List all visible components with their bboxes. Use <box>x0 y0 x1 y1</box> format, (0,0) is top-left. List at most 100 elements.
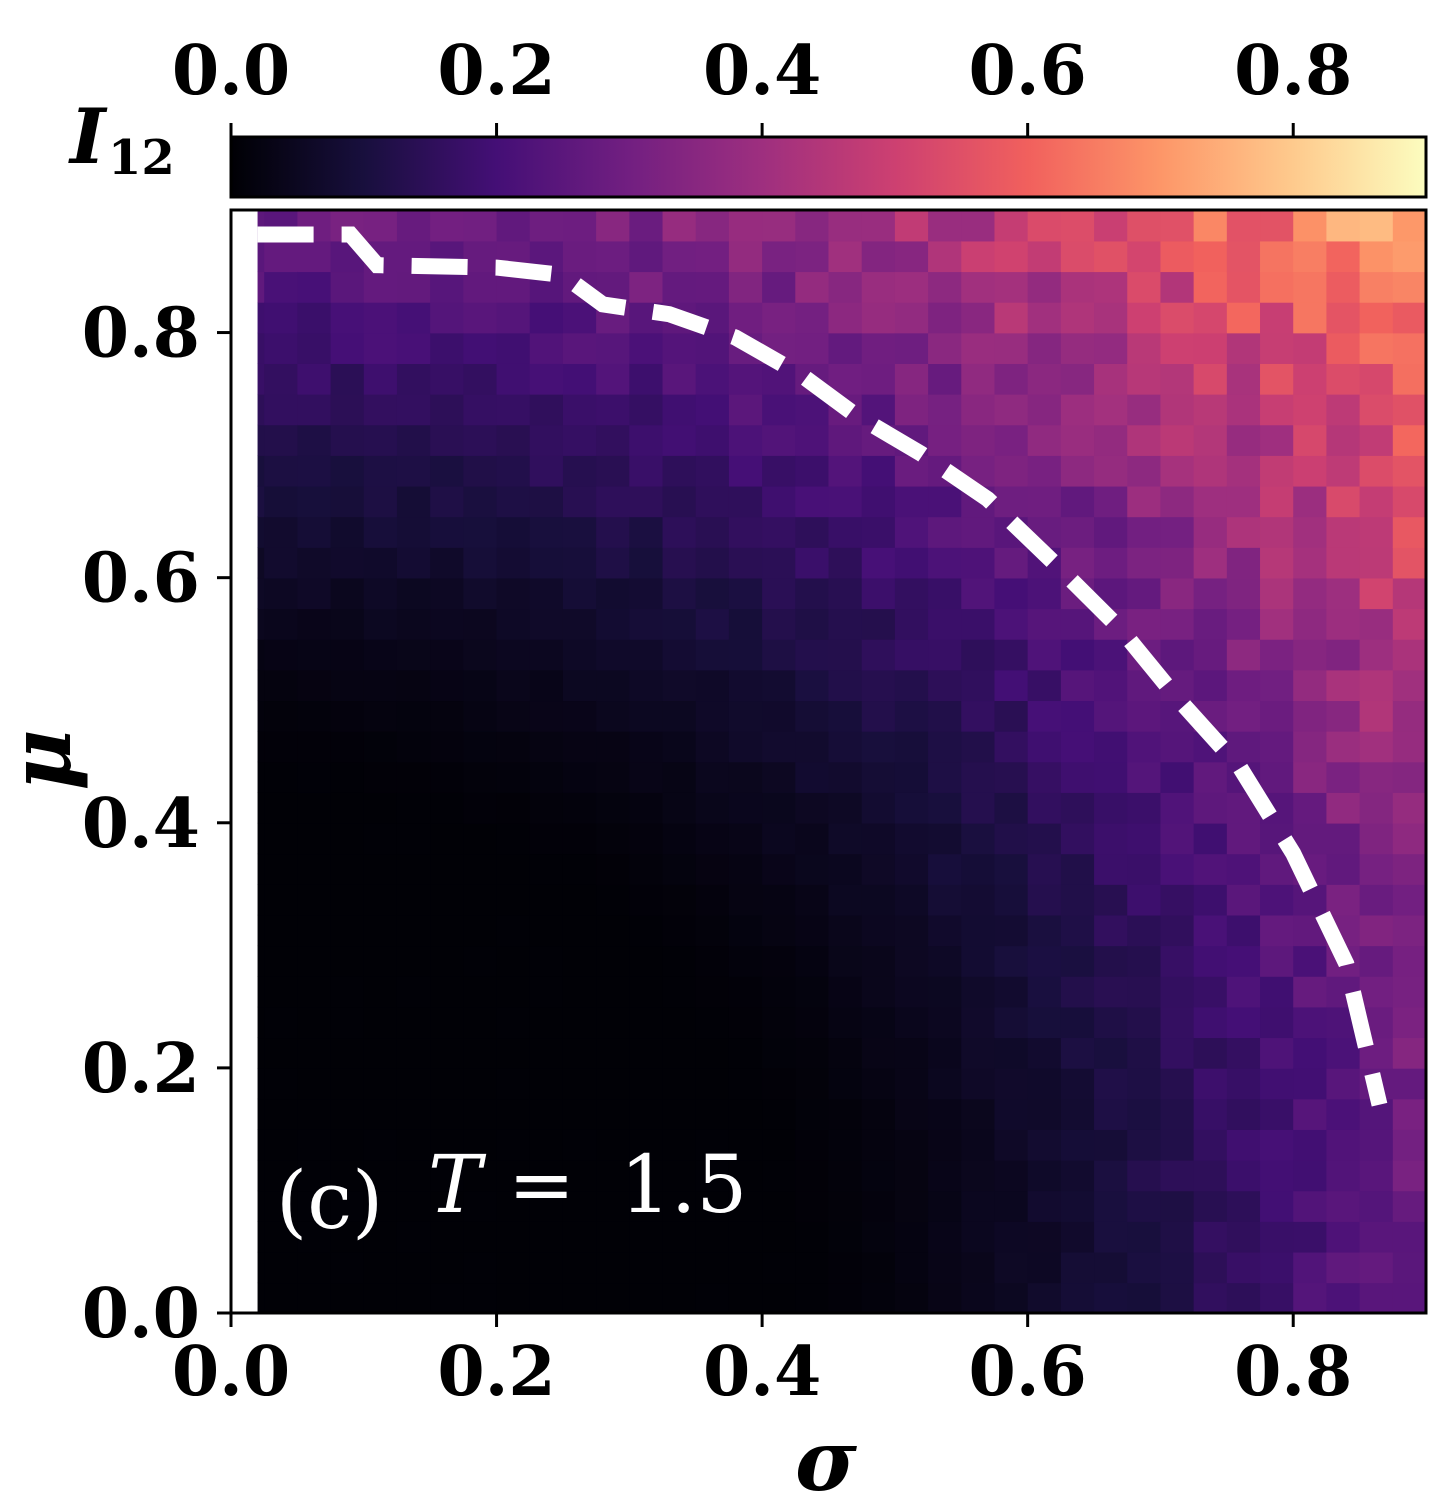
heatmap-cell <box>264 332 299 364</box>
heatmap-cell <box>1359 547 1394 579</box>
heatmap-cell <box>662 1221 697 1253</box>
heatmap-cell <box>1326 547 1361 579</box>
heatmap-cell <box>1160 1221 1195 1253</box>
heatmap-cell <box>430 730 465 763</box>
heatmap-cell <box>795 700 830 732</box>
heatmap-cell <box>1359 301 1394 334</box>
heatmap-cell <box>762 240 797 273</box>
heatmap-cell <box>894 485 929 518</box>
heatmap-cell <box>1326 485 1361 518</box>
heatmap-cell <box>1193 547 1228 579</box>
heatmap-cell <box>1226 485 1261 518</box>
heatmap-cell <box>430 271 465 303</box>
heatmap-cell <box>861 1129 896 1161</box>
heatmap-cell <box>762 761 797 793</box>
heatmap-cell <box>762 975 797 1008</box>
heatmap-cell <box>463 608 498 640</box>
heatmap-cell <box>695 669 730 702</box>
heatmap-cell <box>861 853 896 885</box>
heatmap-cell <box>363 271 398 303</box>
heatmap-cell <box>928 822 963 855</box>
heatmap-cell <box>363 669 398 702</box>
heatmap-cell <box>529 975 564 1008</box>
heatmap-cell <box>1027 363 1062 395</box>
heatmap-cell <box>762 485 797 518</box>
heatmap-cell <box>861 1098 896 1130</box>
heatmap-cell <box>363 393 398 426</box>
heatmap-cell <box>1094 1098 1129 1130</box>
heatmap-cell <box>662 792 697 824</box>
heatmap-cell <box>1060 1159 1095 1192</box>
heatmap-cell <box>629 822 664 855</box>
heatmap-cell <box>1160 1159 1195 1192</box>
heatmap-cell <box>828 761 863 793</box>
heatmap-cell <box>257 1006 265 1039</box>
heatmap-cell <box>961 363 996 395</box>
heatmap-cell <box>828 1037 863 1069</box>
heatmap-cell <box>297 1098 332 1130</box>
heatmap-cell <box>728 363 763 395</box>
heatmap-cell <box>828 240 863 273</box>
heatmap-cell <box>861 455 896 487</box>
heatmap-cell <box>894 363 929 395</box>
heatmap-cell <box>894 945 929 977</box>
heatmap-cell <box>762 638 797 671</box>
heatmap-cell <box>1392 638 1426 671</box>
heatmap-cell <box>795 1190 830 1222</box>
heatmap-cell <box>463 730 498 763</box>
heatmap-cell <box>264 608 299 640</box>
heatmap-cell <box>1060 1251 1095 1284</box>
heatmap-cell <box>330 638 365 671</box>
heatmap-cell <box>1392 363 1426 395</box>
heatmap-cell <box>1094 332 1129 364</box>
heatmap-cell <box>1392 1221 1426 1253</box>
heatmap-cell <box>1193 638 1228 671</box>
heatmap-cell <box>330 363 365 395</box>
heatmap-cell <box>430 608 465 640</box>
heatmap-cell <box>1127 240 1162 273</box>
heatmap-cell <box>257 1037 265 1069</box>
heatmap-cell <box>496 301 531 334</box>
heatmap-cell <box>330 884 365 916</box>
heatmap-cell <box>928 792 963 824</box>
heatmap-cell <box>562 211 597 242</box>
heatmap-cell <box>1127 271 1162 303</box>
heatmap-cell <box>662 363 697 395</box>
heatmap-cell <box>695 1221 730 1253</box>
heatmap-cell <box>629 1190 664 1222</box>
heatmap-cell <box>1359 730 1394 763</box>
heatmap-cell <box>1226 332 1261 364</box>
heatmap-cell <box>1193 240 1228 273</box>
heatmap-cell <box>1160 975 1195 1008</box>
heatmap-cell <box>1160 240 1195 273</box>
heatmap-cell <box>1127 884 1162 916</box>
heatmap-cell <box>1027 822 1062 855</box>
heatmap-cell <box>363 1159 398 1192</box>
heatmap-cell <box>928 516 963 548</box>
heatmap-cell <box>463 1006 498 1039</box>
heatmap-cell <box>629 1006 664 1039</box>
heatmap-cell <box>1027 211 1062 242</box>
heatmap-cell <box>1260 301 1295 334</box>
heatmap-cell <box>257 332 265 364</box>
heatmap-cell <box>1094 792 1129 824</box>
heatmap-cell <box>1226 1129 1261 1161</box>
heatmap-cell <box>1027 393 1062 426</box>
heatmap-cell <box>257 700 265 732</box>
heatmap-cell <box>496 363 531 395</box>
heatmap-cell <box>1326 424 1361 456</box>
heatmap-cell <box>264 577 299 610</box>
heatmap-cell <box>894 761 929 793</box>
heatmap-cell <box>529 608 564 640</box>
heatmap-cell <box>894 332 929 364</box>
heatmap-cell <box>363 1129 398 1161</box>
heatmap-cell <box>1293 945 1328 977</box>
heatmap-cell <box>662 853 697 885</box>
heatmap-cell <box>1260 1251 1295 1284</box>
heatmap-cell <box>1392 516 1426 548</box>
heatmap-cell <box>1160 853 1195 885</box>
heatmap-cell <box>662 577 697 610</box>
heatmap-cell <box>662 240 697 273</box>
heatmap-cell <box>1094 363 1129 395</box>
heatmap-cell <box>264 1006 299 1039</box>
